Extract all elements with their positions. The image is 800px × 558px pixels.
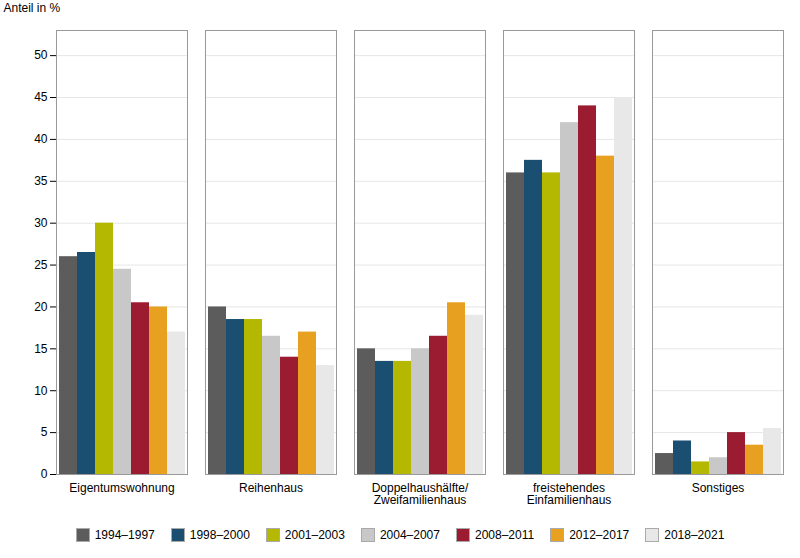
svg-text:25: 25 (34, 258, 48, 272)
svg-text:50: 50 (34, 48, 48, 62)
svg-text:freistehendesEinfamilienhaus: freistehendesEinfamilienhaus (527, 481, 612, 507)
svg-text:Eigentumswohnung: Eigentumswohnung (69, 481, 174, 495)
html-text:2001–2003: 2001–2003 (284, 528, 345, 542)
svg-text:40: 40 (34, 132, 48, 146)
html-text:2008–2011: 2008–2011 (475, 528, 535, 542)
svg-text:35: 35 (34, 174, 48, 188)
svg-text:Doppelhaushälfte/Zweifamilienh: Doppelhaushälfte/Zweifamilienhaus (372, 481, 469, 507)
html-text:2004–2007: 2004–2007 (379, 528, 440, 542)
svg-text:20: 20 (34, 300, 48, 314)
svg-text:10: 10 (34, 384, 48, 398)
html-text:2018–2021: 2018–2021 (664, 528, 725, 542)
svg-text:15: 15 (34, 342, 48, 356)
html-text:2012–2017: 2012–2017 (569, 528, 630, 542)
svg-text:Anteil in %: Anteil in % (4, 1, 61, 15)
svg-text:5: 5 (41, 425, 48, 439)
html-text:1998–2000: 1998–2000 (189, 528, 250, 542)
svg-text:Sonstiges: Sonstiges (692, 481, 745, 495)
svg-text:Reihenhaus: Reihenhaus (239, 481, 303, 495)
svg-text:0: 0 (41, 467, 48, 481)
svg-text:30: 30 (34, 216, 48, 230)
html-text:1994–1997: 1994–1997 (94, 528, 155, 542)
svg-text:45: 45 (34, 90, 48, 104)
